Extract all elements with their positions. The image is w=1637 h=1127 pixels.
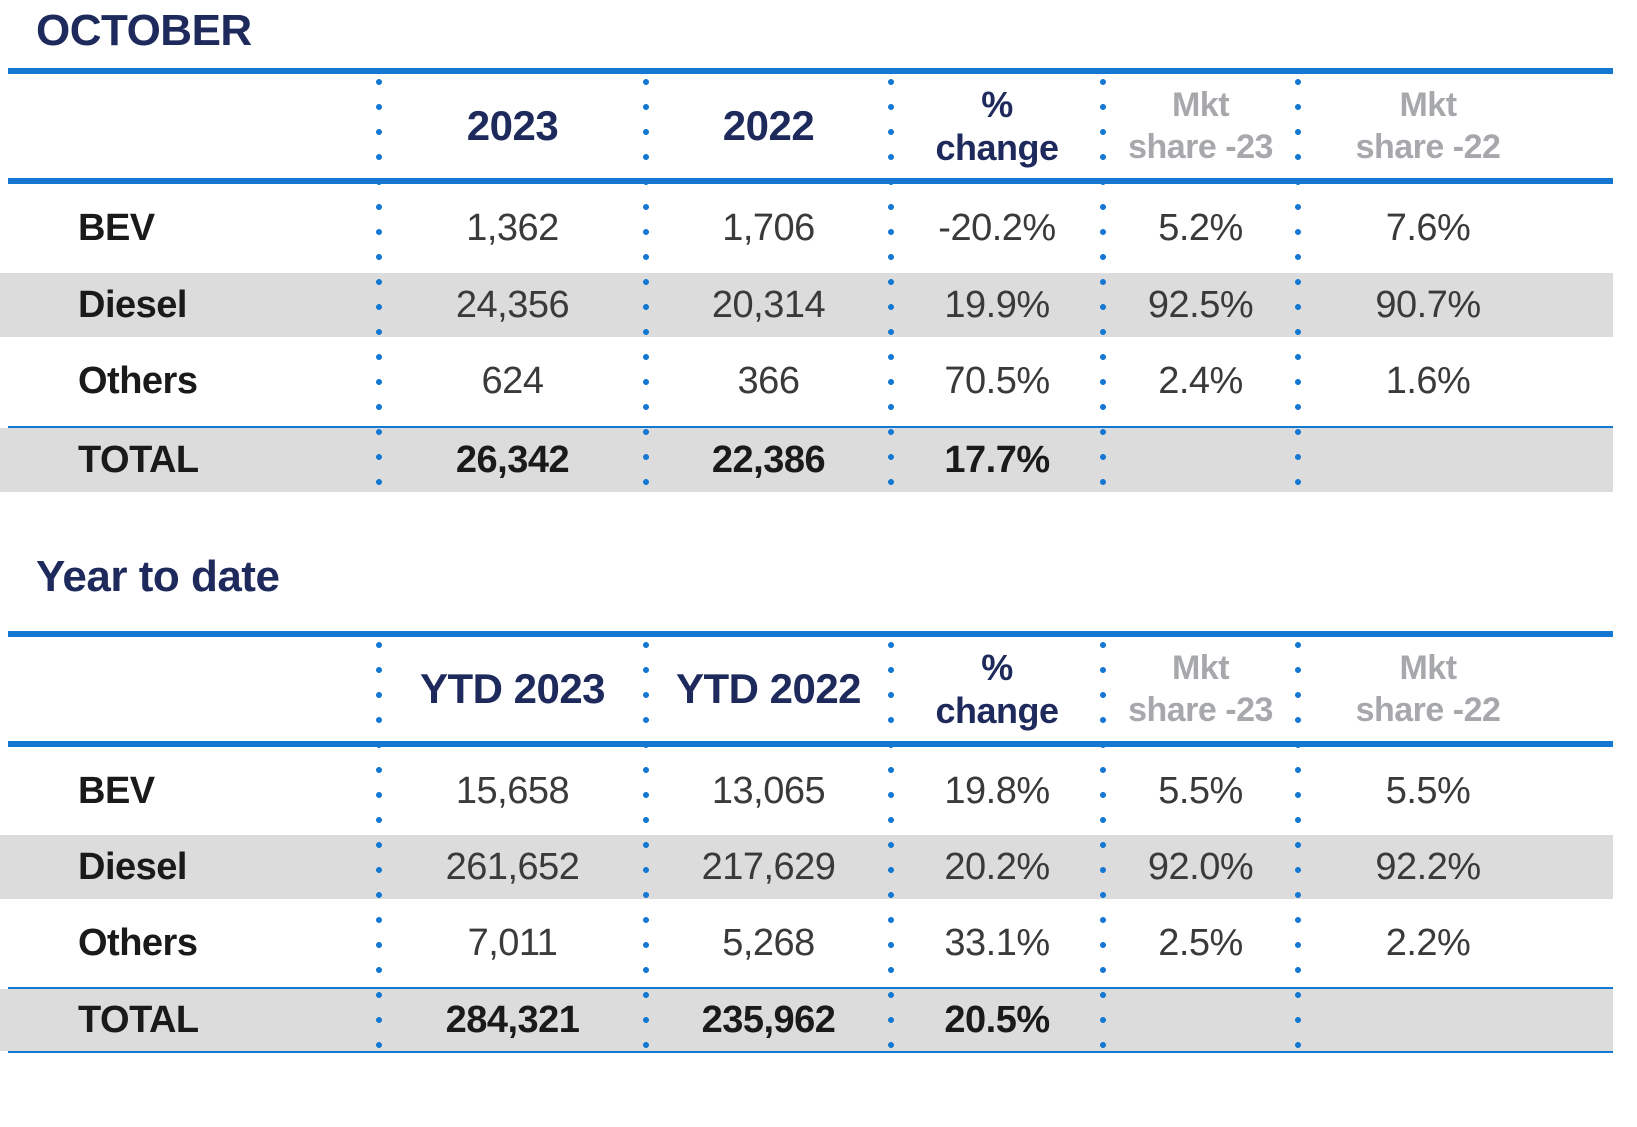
ytd-title: Year to date — [36, 552, 280, 602]
column-header-ytd-2022: YTD 2022 — [675, 665, 862, 713]
value-mkt-share-22: 2.2% — [1385, 921, 1471, 964]
value-mkt-share-22: 7.6% — [1385, 207, 1471, 250]
october-table: 2023 2022 % change Mkt share -23 Mkt sha… — [0, 68, 1613, 493]
column-header-pct-change: % change — [891, 646, 1103, 732]
value-ytd-2023: 15,658 — [455, 769, 570, 812]
value-mkt-share-23: 2.4% — [1158, 360, 1243, 403]
table-row-diesel: Diesel 261,652 217,629 20.2% 92.0% 92.2% — [0, 835, 1613, 900]
value-2022: 22,386 — [711, 438, 826, 481]
value-2022: 20,314 — [711, 283, 826, 326]
value-2022: 366 — [737, 360, 800, 403]
column-header-mkt-share-23: Mkt share -23 — [1103, 647, 1298, 732]
table-row-others: Others 7,011 5,268 33.1% 2.5% 2.2% — [0, 899, 1613, 987]
pct-sign: % — [981, 647, 1013, 689]
column-header-mkt-share-22: Mkt share -22 — [1298, 84, 1613, 169]
value-ytd-2022: 217,629 — [701, 845, 836, 888]
ytd-table: YTD 2023 YTD 2022 % change Mkt share -23… — [0, 631, 1613, 1054]
value-2023: 26,342 — [455, 438, 570, 481]
mkt-line2: share -23 — [1128, 691, 1273, 730]
value-mkt-share-23: 2.5% — [1158, 921, 1243, 964]
value-mkt-share-23: 5.5% — [1158, 769, 1243, 812]
value-mkt-share-22: 90.7% — [1375, 283, 1481, 326]
table-row-others: Others 624 366 70.5% 2.4% 1.6% — [0, 337, 1613, 426]
row-label: BEV — [78, 207, 155, 250]
value-ytd-2023: 261,652 — [445, 845, 580, 888]
row-label: TOTAL — [78, 998, 199, 1041]
total-top-rule — [8, 987, 1613, 990]
value-ytd-2022: 5,268 — [722, 921, 815, 964]
value-ytd-2023: 284,321 — [445, 998, 580, 1041]
value-ytd-2022: 13,065 — [711, 769, 826, 812]
value-ytd-2023: 7,011 — [467, 921, 558, 964]
value-mkt-share-22: 92.2% — [1375, 845, 1481, 888]
column-header-2022: 2022 — [722, 102, 815, 150]
value-mkt-share-23: 5.2% — [1158, 207, 1243, 250]
registration-stats-page: OCTOBER 2023 2022 % change Mkt share -23… — [0, 6, 1637, 1054]
table-row-diesel: Diesel 24,356 20,314 19.9% 92.5% 90.7% — [0, 273, 1613, 338]
value-2023: 24,356 — [455, 283, 570, 326]
table-row-bev: BEV 1,362 1,706 -20.2% 5.2% 7.6% — [0, 184, 1613, 273]
spacer — [0, 600, 1637, 631]
value-2022: 1,706 — [722, 207, 815, 250]
column-header-2023: 2023 — [466, 102, 559, 150]
header-bottom-rule — [8, 178, 1613, 185]
column-header-mkt-share-22: Mkt share -22 — [1298, 647, 1613, 732]
row-label: Others — [78, 360, 198, 403]
table-row-bev: BEV 15,658 13,065 19.8% 5.5% 5.5% — [0, 747, 1613, 835]
mkt-line1: Mkt — [1399, 85, 1457, 124]
value-mkt-share-23: 92.0% — [1147, 845, 1254, 888]
mkt-line2: share -23 — [1128, 128, 1273, 167]
column-header-mkt-share-23: Mkt share -23 — [1103, 84, 1298, 169]
october-title: OCTOBER — [36, 6, 252, 55]
mkt-line2: share -22 — [1355, 128, 1501, 167]
value-2023: 624 — [481, 360, 544, 403]
value-pct-change: 19.9% — [944, 283, 1050, 326]
pct-sign: % — [981, 84, 1013, 125]
row-label: Diesel — [78, 845, 187, 888]
row-label: Others — [78, 921, 198, 964]
table-row-total: TOTAL 26,342 22,386 17.7% — [0, 428, 1613, 493]
value-pct-change: 17.7% — [944, 438, 1050, 481]
table-top-rule — [8, 68, 1613, 75]
column-header-ytd-2023: YTD 2023 — [419, 665, 606, 713]
pct-change-word: change — [935, 127, 1059, 169]
total-top-rule — [8, 426, 1613, 429]
mkt-line2: share -22 — [1355, 691, 1501, 730]
pct-change-word: change — [935, 690, 1059, 732]
value-2023: 1,362 — [466, 207, 559, 250]
row-label: TOTAL — [78, 438, 199, 481]
value-mkt-share-23: 92.5% — [1147, 283, 1254, 326]
value-pct-change: 20.5% — [944, 998, 1050, 1041]
value-mkt-share-22: 1.6% — [1385, 360, 1471, 403]
header-bottom-rule — [8, 741, 1613, 748]
column-header-pct-change: % change — [891, 83, 1103, 169]
table-top-rule — [8, 631, 1613, 638]
row-label: BEV — [78, 769, 155, 812]
value-pct-change: 20.2% — [944, 845, 1050, 888]
table-bottom-rule — [8, 1051, 1613, 1054]
mkt-line1: Mkt — [1399, 648, 1457, 687]
mkt-line1: Mkt — [1171, 85, 1230, 124]
ytd-header-row: YTD 2023 YTD 2022 % change Mkt share -23… — [0, 637, 1613, 741]
value-mkt-share-22: 5.5% — [1385, 769, 1471, 812]
mkt-line1: Mkt — [1171, 648, 1230, 687]
table-row-total: TOTAL 284,321 235,962 20.5% — [0, 989, 1613, 1052]
value-pct-change: 70.5% — [944, 360, 1050, 403]
row-label: Diesel — [78, 283, 187, 326]
october-header-row: 2023 2022 % change Mkt share -23 Mkt sha… — [0, 74, 1613, 178]
value-pct-change: 33.1% — [944, 921, 1050, 964]
value-ytd-2022: 235,962 — [701, 998, 836, 1041]
value-pct-change: -20.2% — [938, 207, 1056, 250]
value-pct-change: 19.8% — [944, 769, 1050, 812]
